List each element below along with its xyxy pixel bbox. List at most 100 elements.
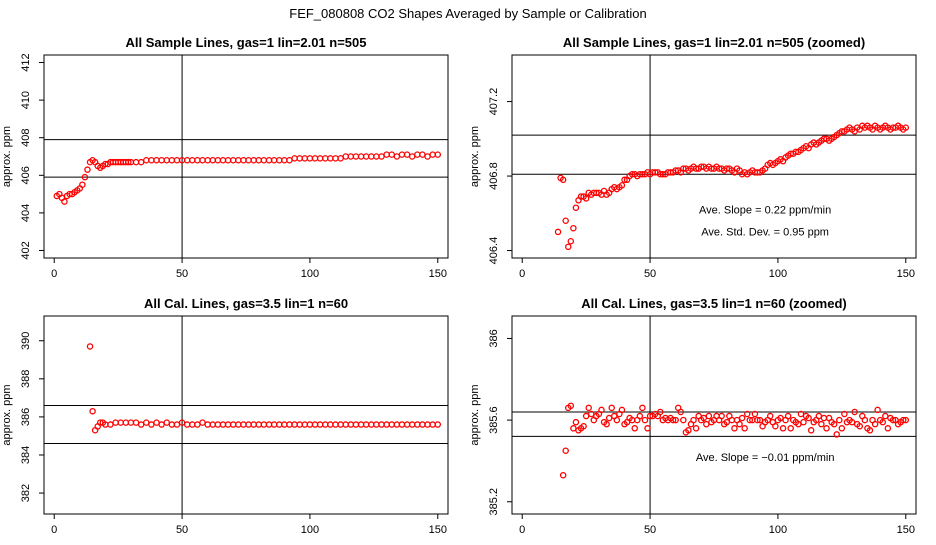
data-point [559,176,567,184]
data-point [240,421,247,428]
data-point [736,420,743,428]
y-tick-label: 402 [20,241,32,259]
data-point [240,157,247,164]
data-point [838,425,846,432]
data-point [117,419,124,426]
data-point [680,416,687,424]
data-point [830,420,838,428]
data-point [368,153,375,160]
data-point [260,421,268,428]
data-point [677,408,685,416]
data-point [209,421,217,428]
data-point [807,427,815,434]
data-point [879,418,887,426]
data-point [224,421,232,428]
x-tick-label: 150 [429,524,447,536]
data-point [559,471,567,479]
data-point [403,421,411,428]
data-point [209,157,217,164]
data-point [636,412,644,420]
data-point [882,412,889,420]
data-point [148,157,155,164]
data-point [125,158,132,166]
data-point [572,204,580,211]
x-tick-label: 0 [51,268,57,280]
data-point [408,153,416,160]
data-point [362,153,370,160]
data-point [235,421,242,428]
data-point [347,153,355,160]
data-point [245,157,252,164]
data-point [352,153,360,160]
y-tick-label: 406 [20,166,32,184]
data-point [148,421,155,428]
data-point [805,414,812,422]
data-point [255,157,263,164]
data-point [306,155,314,162]
data-point [173,421,181,428]
data-point [779,425,787,432]
data-point [316,421,324,428]
data-point [327,421,334,428]
data-point [429,151,436,158]
data-point [199,419,206,426]
data-point [408,421,416,428]
data-point [281,157,288,164]
data-point [672,416,679,424]
data-point [398,421,406,428]
slope-annotation: Ave. Slope = 0.22 ppm/min [699,204,831,216]
data-point [398,151,406,158]
data-point [833,431,840,438]
data-point [823,425,830,432]
data-point [582,195,590,202]
data-point [183,421,191,428]
data-point [767,412,774,420]
data-point [137,158,145,166]
y-tick-label: 390 [20,332,32,350]
panel-title: All Sample Lines, gas=1 lin=2.01 n=505 [126,35,367,50]
data-point [429,421,436,428]
data-point [337,421,344,428]
data-point [690,416,697,424]
data-point [434,421,442,428]
plot-frame [43,54,449,259]
data-point [899,416,907,424]
data-point [692,425,700,432]
data-point [851,408,858,416]
data-point [388,151,395,158]
data-point [158,421,165,428]
plot-frame [511,315,917,515]
y-tick-label: 410 [20,91,32,109]
data-point [229,157,237,164]
data-point [153,157,160,164]
data-point [414,151,421,158]
data-point [419,421,426,428]
y-tick-label: 412 [20,53,32,71]
y-axis-label: approx. ppm [469,126,481,187]
y-tick-label: 408 [20,129,32,147]
data-point [746,416,754,424]
data-point [229,421,237,428]
data-point [291,155,298,162]
y-tick-label: 404 [20,204,32,222]
y-tick-label: 385.2 [488,488,500,516]
data-point [143,419,150,426]
plot-frame [43,315,449,515]
data-point [644,425,651,432]
data-point [424,153,431,160]
data-point [585,404,592,412]
data-point [815,412,823,420]
data-point [89,407,96,415]
data-point [434,151,442,158]
data-point [902,124,910,131]
data-point [718,412,725,420]
x-tick-label: 0 [519,268,525,280]
y-tick-label: 384 [20,446,32,464]
data-point [270,157,278,164]
x-tick-label: 150 [429,268,447,280]
data-point [618,406,626,414]
data-point [861,416,869,424]
data-point [703,420,710,428]
data-point [107,421,114,428]
y-tick-label: 406.8 [488,162,500,190]
